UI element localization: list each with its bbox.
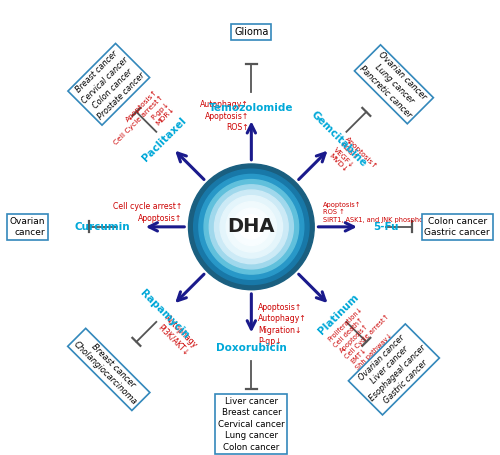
Text: Apoptosis↑
ROS↑
VEGF↓
MVD↓: Apoptosis↑ ROS↑ VEGF↓ MVD↓	[327, 136, 378, 187]
Circle shape	[232, 208, 270, 246]
Text: Platinum: Platinum	[316, 292, 361, 336]
Circle shape	[226, 202, 276, 252]
Text: Proliferation↓
Cell death↑
Apoptosis↑
Cell Cycle arrest↑
EMT↓
Shh pathway↓
P38-M: Proliferation↓ Cell death↑ Apoptosis↑ Ce…	[327, 296, 407, 376]
Text: Curcumin: Curcumin	[74, 222, 130, 232]
Text: Gemcitabine: Gemcitabine	[309, 110, 368, 169]
Circle shape	[214, 190, 288, 264]
Text: Ovarian cancer
Liver cancer
Esophageal cancer
Gastric cancer: Ovarian cancer Liver cancer Esophageal c…	[352, 327, 436, 411]
Text: Paclitaxel: Paclitaxel	[140, 116, 188, 163]
Circle shape	[188, 164, 314, 290]
Circle shape	[204, 180, 298, 274]
Text: Ovarian cancer
Lung cancer
Pancretic cancer: Ovarian cancer Lung cancer Pancretic can…	[358, 48, 430, 120]
Text: Autophagy↑
Apoptosis↑
ROS↑: Autophagy↑ Apoptosis↑ ROS↑	[200, 101, 249, 132]
Circle shape	[220, 196, 282, 258]
Text: Ovarian
cancer: Ovarian cancer	[10, 217, 46, 237]
Text: 5-Fu: 5-Fu	[372, 222, 398, 232]
Circle shape	[239, 215, 264, 239]
Text: Apoptosis↑
Autophagy↑
Migration↓
P-gp↓: Apoptosis↑ Autophagy↑ Migration↓ P-gp↓	[258, 303, 306, 346]
Text: Autophagy
PI3K/AKT↓: Autophagy PI3K/AKT↓	[155, 313, 200, 358]
Text: Breast cancer
Cervical cancer
Colon cancer
Prostate cancer: Breast cancer Cervical cancer Colon canc…	[72, 47, 146, 121]
Text: Apoptosis↑
ROS ↑
SIRT1, ASK1, and JNK phosphorylation ↑: Apoptosis↑ ROS ↑ SIRT1, ASK1, and JNK ph…	[323, 202, 456, 223]
Text: Cell cycle arrest↑
Apoptosis↑: Cell cycle arrest↑ Apoptosis↑	[112, 202, 182, 222]
Text: Breast cancer
Cholangiocarcinoma: Breast cancer Cholangiocarcinoma	[71, 332, 146, 407]
Text: Glioma: Glioma	[234, 27, 268, 37]
Text: Liver cancer
Breast cancer
Cervical cancer
Lung cancer
Colon cancer: Liver cancer Breast cancer Cervical canc…	[218, 397, 284, 451]
Circle shape	[199, 174, 304, 279]
Text: Apoptosis↑
Cell Cycle arrest↑
P-gp↓
MDR↓: Apoptosis↑ Cell Cycle arrest↑ P-gp↓ MDR↓	[107, 89, 176, 157]
Text: Doxorubicin: Doxorubicin	[216, 343, 286, 353]
Text: Rapamycin: Rapamycin	[138, 288, 190, 341]
Text: Temozolomide: Temozolomide	[209, 103, 294, 113]
Text: DHA: DHA	[228, 217, 275, 236]
Circle shape	[194, 169, 309, 284]
Text: Colon cancer
Gastric cancer: Colon cancer Gastric cancer	[424, 217, 490, 237]
Circle shape	[210, 185, 294, 269]
